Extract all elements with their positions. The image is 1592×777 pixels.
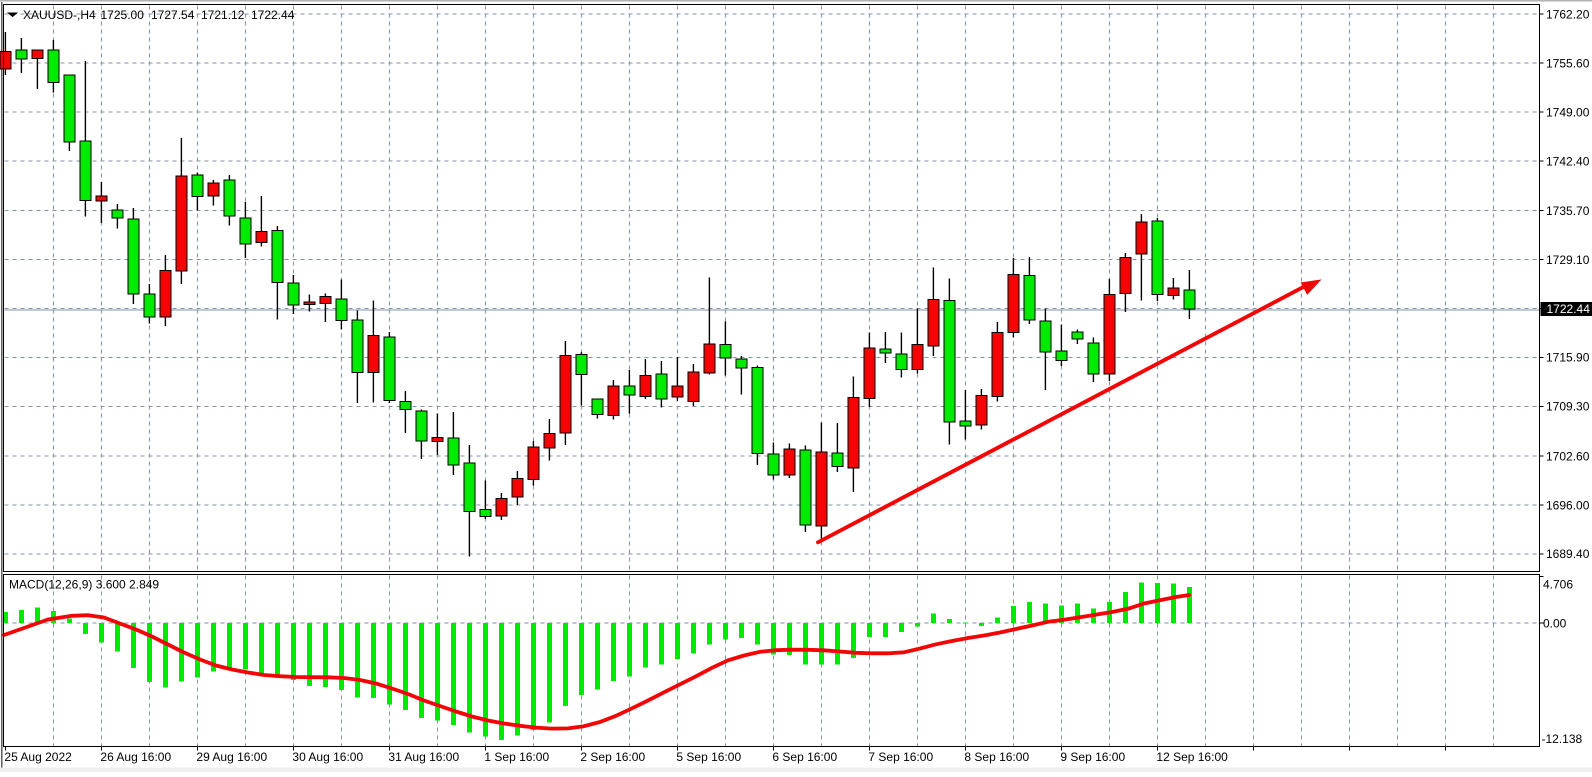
svg-text:12 Sep 16:00: 12 Sep 16:00	[1156, 750, 1228, 764]
svg-text:2 Sep 16:00: 2 Sep 16:00	[580, 750, 645, 764]
svg-text:6 Sep 16:00: 6 Sep 16:00	[772, 750, 837, 764]
svg-text:1709.30: 1709.30	[1546, 400, 1590, 414]
svg-text:7 Sep 16:00: 7 Sep 16:00	[868, 750, 933, 764]
svg-text:1715.90: 1715.90	[1546, 351, 1590, 365]
svg-text:1722.44: 1722.44	[1547, 302, 1591, 316]
svg-text:1755.60: 1755.60	[1546, 56, 1590, 70]
svg-text:1689.40: 1689.40	[1546, 547, 1590, 561]
svg-text:1729.10: 1729.10	[1546, 253, 1590, 267]
svg-text:5 Sep 16:00: 5 Sep 16:00	[676, 750, 741, 764]
svg-text:25 Aug 2022: 25 Aug 2022	[4, 750, 72, 764]
svg-text:1727.54: 1727.54	[151, 8, 195, 22]
svg-text:-12.138: -12.138	[1542, 732, 1583, 746]
svg-text:0.00: 0.00	[1543, 616, 1567, 630]
svg-text:1696.00: 1696.00	[1546, 498, 1590, 512]
svg-text:1702.60: 1702.60	[1546, 449, 1590, 463]
svg-text:1721.12: 1721.12	[201, 8, 245, 22]
svg-text:9 Sep 16:00: 9 Sep 16:00	[1060, 750, 1125, 764]
svg-text:4.706: 4.706	[1543, 577, 1573, 591]
svg-text:1 Sep 16:00: 1 Sep 16:00	[484, 750, 549, 764]
svg-text:1762.20: 1762.20	[1546, 8, 1590, 22]
svg-text:26 Aug 16:00: 26 Aug 16:00	[100, 750, 171, 764]
svg-text:1749.00: 1749.00	[1546, 105, 1590, 119]
svg-text:XAUUSD-,H4: XAUUSD-,H4	[23, 8, 96, 22]
svg-text:30 Aug 16:00: 30 Aug 16:00	[292, 750, 363, 764]
svg-text:8 Sep 16:00: 8 Sep 16:00	[964, 750, 1029, 764]
svg-text:29 Aug 16:00: 29 Aug 16:00	[196, 750, 267, 764]
svg-text:1742.40: 1742.40	[1546, 154, 1590, 168]
svg-text:31 Aug 16:00: 31 Aug 16:00	[388, 750, 459, 764]
svg-text:1735.70: 1735.70	[1546, 204, 1590, 218]
svg-text:MACD(12,26,9) 3.600 2.849: MACD(12,26,9) 3.600 2.849	[9, 578, 159, 592]
svg-text:1722.44: 1722.44	[251, 8, 295, 22]
svg-text:1725.00: 1725.00	[101, 8, 145, 22]
